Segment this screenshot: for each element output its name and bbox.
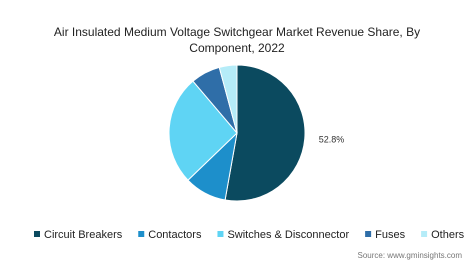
pie-slice [218, 64, 238, 134]
legend-label: Switches & Disconnector [227, 229, 349, 241]
source: Source: www.gminsights.com [358, 251, 463, 260]
pie-slice [224, 64, 306, 202]
chart-title: Air Insulated Medium Voltage Switchgear … [53, 25, 421, 55]
legend-label: Others [431, 229, 465, 241]
legend-swatch [365, 231, 372, 237]
legend-swatch [138, 231, 145, 237]
legend-label: Circuit Breakers [44, 229, 123, 241]
legend-swatch [217, 231, 224, 237]
legend-swatch [34, 231, 40, 237]
legend-swatch [421, 231, 428, 237]
pie-slice [168, 80, 238, 181]
data-label: 52.8% [319, 134, 345, 144]
legend-label: Contactors [148, 229, 202, 241]
legend-label: Fuses [375, 229, 405, 241]
